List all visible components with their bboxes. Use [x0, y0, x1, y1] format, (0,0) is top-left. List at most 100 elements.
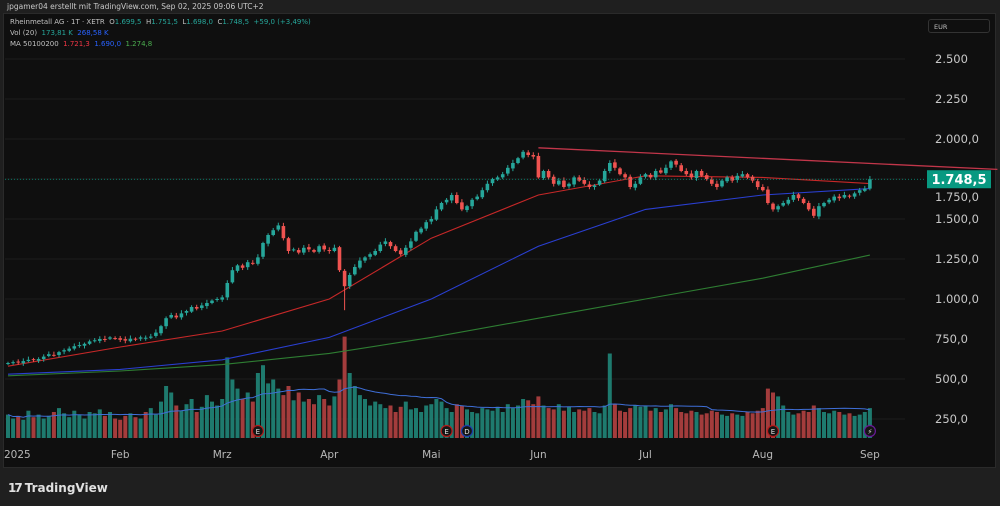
- last-price-label: 1.748,5: [931, 173, 986, 188]
- volume-bar: [720, 414, 724, 438]
- candle-body: [817, 206, 821, 217]
- candle-body: [567, 183, 571, 187]
- candle-body: [373, 251, 377, 255]
- candle-body: [613, 162, 617, 168]
- volume-bar: [633, 405, 638, 438]
- x-axis-label: Mrz: [213, 449, 232, 461]
- volume-bar: [577, 409, 582, 438]
- candle-body: [511, 163, 515, 169]
- event-label: E: [444, 428, 448, 436]
- volume-bar: [454, 404, 459, 438]
- volume-bar: [87, 412, 92, 438]
- volume-bar: [133, 417, 138, 438]
- volume-bar: [521, 399, 526, 438]
- volume-bar: [735, 414, 740, 438]
- candle-body: [485, 183, 490, 191]
- volume-bar: [240, 399, 245, 438]
- volume-bar: [485, 409, 490, 438]
- ma50-value: 1.721,3: [63, 40, 90, 48]
- volume-bar: [82, 418, 87, 438]
- candle-body: [154, 332, 158, 336]
- volume-bar: [816, 408, 821, 438]
- candle-body: [215, 299, 219, 300]
- candle-body: [643, 174, 648, 177]
- candle-body: [57, 352, 61, 355]
- candle-body: [92, 340, 97, 342]
- legend-ohlc: Rheinmetall AG · 1T · XETR O1.699,5 H1.7…: [10, 17, 311, 28]
- volume-bar: [516, 405, 520, 438]
- candle-body: [444, 199, 449, 203]
- candle-body: [302, 247, 306, 253]
- volume-bar: [143, 412, 148, 438]
- candle-body: [500, 174, 505, 178]
- candle-body: [546, 171, 551, 178]
- volume-bar: [118, 419, 123, 438]
- candle-body: [281, 226, 286, 239]
- chart-frame[interactable]: [3, 13, 996, 468]
- y-tick-label: 750,0: [935, 332, 968, 346]
- volume-bar: [526, 400, 531, 438]
- volume-bar: [41, 418, 46, 438]
- x-axis-label: Feb: [111, 449, 130, 461]
- candle-body: [694, 171, 699, 179]
- volume-bar: [490, 410, 495, 438]
- volume-bar: [67, 417, 72, 438]
- volume-bar: [245, 392, 250, 438]
- candle-body: [832, 196, 836, 201]
- volume-bar: [495, 406, 500, 438]
- candle-body: [414, 231, 418, 241]
- candle-body: [149, 336, 153, 338]
- event-label: E: [256, 428, 260, 436]
- candle-body: [710, 179, 714, 184]
- ma-line-0: [7, 175, 870, 367]
- candle-body: [143, 337, 148, 339]
- candle-body: [353, 267, 357, 275]
- trendline: [538, 147, 998, 171]
- candle-body: [592, 185, 597, 187]
- dividend-icon: [460, 424, 474, 438]
- candle-body: [123, 339, 128, 341]
- volume-bar: [714, 412, 719, 438]
- legend-ma[interactable]: MA 50100200 1.721,3 1.690,0 1.274,8: [10, 39, 311, 50]
- symbol-name[interactable]: Rheinmetall AG · 1T · XETR: [10, 18, 105, 26]
- volume-bar: [72, 410, 77, 438]
- earnings-icon: [440, 424, 453, 438]
- ma-label: MA 50100200: [10, 40, 59, 48]
- tradingview-logo[interactable]: 𝟭𝟳 TradingView: [8, 481, 108, 495]
- volume-bar: [138, 418, 143, 438]
- volume-bar: [357, 395, 362, 438]
- volume-bar: [628, 408, 633, 438]
- candle-body: [776, 206, 780, 210]
- y-tick-label: 2.500: [935, 52, 968, 66]
- volume-bar: [159, 401, 163, 438]
- candle-body: [847, 195, 852, 197]
- chart-legend: Rheinmetall AG · 1T · XETR O1.699,5 H1.7…: [10, 17, 311, 50]
- volume-bar: [352, 386, 357, 438]
- legend-volume[interactable]: Vol (20) 173,81 K 268,58 K: [10, 28, 311, 39]
- candle-body: [296, 250, 301, 253]
- candle-body: [750, 176, 755, 181]
- volume-bar: [281, 395, 286, 438]
- candle-body: [169, 315, 173, 318]
- volume-bar: [704, 413, 709, 438]
- candle-body: [806, 203, 811, 210]
- volume-bar: [857, 414, 862, 438]
- volume-bar: [429, 404, 434, 438]
- volume-value: 173,81 K: [41, 29, 73, 37]
- candle-body: [358, 260, 362, 268]
- candle-body: [36, 359, 41, 361]
- volume-bar: [424, 405, 429, 438]
- volume-bar: [113, 418, 118, 438]
- currency-button[interactable]: EUR: [928, 19, 990, 33]
- candle-body: [618, 168, 622, 175]
- volume-bar: [276, 388, 281, 438]
- low-label: L: [182, 18, 187, 26]
- candle-body: [495, 177, 500, 180]
- ma200-value: 1.274,8: [125, 40, 153, 48]
- volume-bar: [327, 405, 332, 438]
- candle-body: [852, 193, 857, 197]
- candle-body: [857, 190, 862, 193]
- volume-bar: [368, 405, 373, 438]
- volume-bar: [607, 353, 612, 438]
